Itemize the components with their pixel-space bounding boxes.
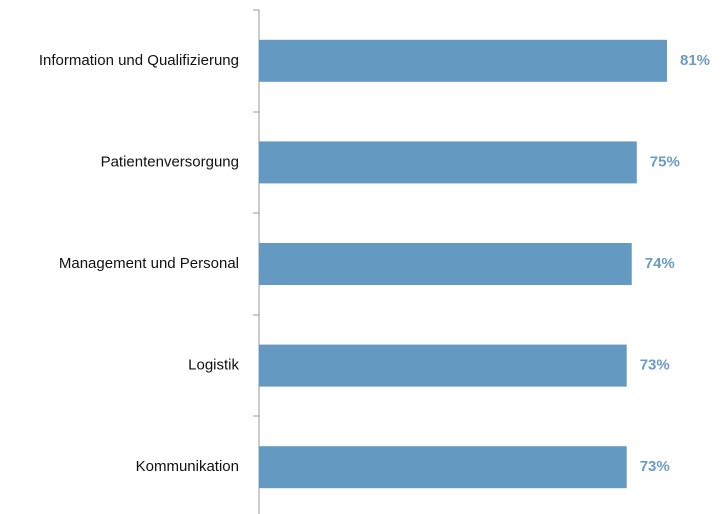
category-label: Logistik (188, 357, 239, 374)
axis-ticks (253, 9, 259, 417)
bar (259, 344, 627, 387)
value-label: 73% (640, 357, 670, 374)
value-label: 73% (640, 458, 670, 475)
value-label: 81% (680, 52, 710, 69)
bar (259, 39, 667, 82)
bar (259, 243, 632, 285)
value-label: 75% (650, 153, 680, 170)
bar (259, 141, 637, 184)
bar (259, 446, 627, 489)
category-label: Kommunikation (136, 458, 239, 475)
category-label: Patientenversorgung (101, 153, 239, 170)
category-label: Management und Personal (59, 255, 239, 272)
category-label: Information und Qualifizierung (39, 52, 239, 69)
value-label: 74% (645, 255, 675, 272)
